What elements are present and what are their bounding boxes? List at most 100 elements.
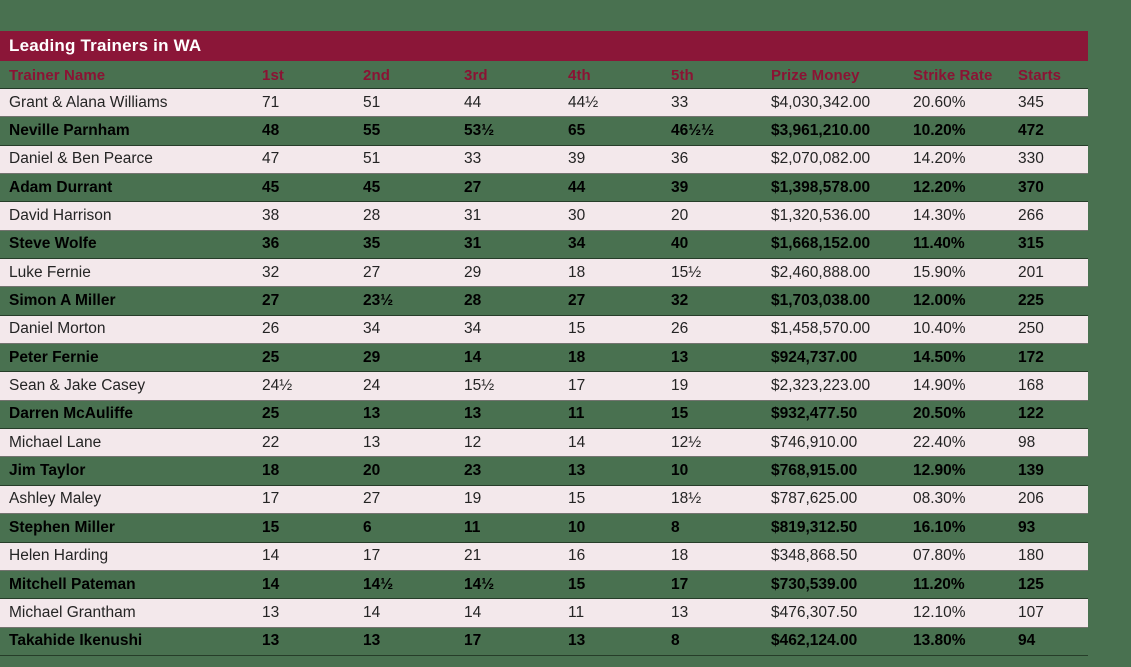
stat-cell: 15 [262,518,280,536]
stat-cell: 45 [363,178,381,196]
stat-cell: 14.30% [913,207,966,225]
stat-cell: 14 [262,547,280,565]
stat-cell: 17 [464,632,482,650]
stat-cell: 32 [262,263,280,281]
stat-cell: 94 [1018,632,1036,650]
stat-cell: 18½ [671,490,702,508]
stat-cell: $932,477.50 [771,405,858,423]
stat-cell: $730,539.00 [771,575,858,593]
table-row: Michael Lane 22 13 12 14 12½ $746,910.00 22.40%… [0,429,1088,458]
stat-cell: 12½ [671,433,702,451]
column-header-2nd: 2nd [363,66,390,84]
stat-cell: 40 [671,235,689,253]
stat-cell: 24½ [262,377,293,395]
column-header-trainer-name: Trainer Name [9,66,106,84]
stat-cell: $2,323,223.00 [771,377,871,395]
trainer-name-cell: Adam Durrant [9,178,113,196]
stat-cell: 225 [1018,292,1044,310]
stat-cell: 472 [1018,122,1044,140]
stat-cell: 13 [568,462,586,480]
stat-cell: 18 [262,462,280,480]
stat-cell: 12 [464,433,482,451]
stat-cell: 8 [671,632,680,650]
stat-cell: 15½ [464,377,495,395]
table-row: Peter Fernie 25 29 14 18 13 $924,737.00 14.50% 1… [0,344,1088,373]
table-row: Michael Grantham 13 14 14 11 13 $476,307.50 12.… [0,599,1088,628]
stat-cell: 53½ [464,122,495,140]
stat-cell: 11 [568,405,585,423]
table-row: Darren McAuliffe 25 13 13 11 15 $932,477.50 20.… [0,401,1088,430]
stat-cell: 39 [568,150,586,168]
trainer-name-cell: Daniel Morton [9,320,106,338]
stat-cell: 20 [363,462,381,480]
stat-cell: 12.00% [913,292,966,310]
stat-cell: $4,030,342.00 [771,93,871,111]
trainer-name-cell: Neville Parnham [9,122,130,140]
stat-cell: 14 [262,575,280,593]
trainer-name-cell: Daniel & Ben Pearce [9,150,153,168]
stat-cell: 19 [464,490,482,508]
table-row: Jim Taylor 18 20 23 13 10 $768,915.00 12.90% 139 [0,457,1088,486]
leading-trainers-table: Trainer Name 1st 2nd 3rd 4th 5th Prize M… [0,62,1088,656]
stat-cell: 31 [464,235,482,253]
table-row: Steve Wolfe 36 35 31 34 40 $1,668,152.00 11.40%… [0,231,1088,260]
trainer-name-cell: Grant & Alana Williams [9,93,168,111]
stat-cell: 13 [464,405,482,423]
stat-cell: 11.20% [913,575,965,593]
stat-cell: 27 [363,263,381,281]
table-row: Takahide Ikenushi 13 13 17 13 8 $462,124.00 13.… [0,628,1088,656]
stat-cell: 46½½ [671,122,715,140]
stat-cell: 31 [464,207,482,225]
table-row: Daniel Morton 26 34 34 15 26 $1,458,570.00 10.4… [0,315,1088,345]
stat-cell: 16 [568,547,586,565]
column-header-strike-rate: Strike Rate [913,66,993,84]
stat-cell: 8 [671,518,680,536]
stat-cell: 71 [262,93,280,111]
stat-cell: 12.20% [913,178,966,196]
stat-cell: 13 [671,603,689,621]
column-header-4th: 4th [568,66,591,84]
stat-cell: 14 [464,603,482,621]
stat-cell: 39 [671,178,689,196]
stat-cell: 15 [568,320,586,338]
stat-cell: 28 [464,292,482,310]
stat-cell: $3,961,210.00 [771,122,871,140]
stat-cell: 13.80% [913,632,966,650]
trainer-name-cell: Helen Harding [9,547,109,565]
stat-cell: 51 [363,93,381,111]
stat-cell: 250 [1018,320,1044,338]
stat-cell: 26 [262,320,280,338]
stat-cell: 122 [1018,405,1044,423]
table-header-row: Trainer Name 1st 2nd 3rd 4th 5th Prize M… [0,62,1088,89]
stat-cell: 17 [671,575,689,593]
stat-cell: 139 [1018,462,1044,480]
stat-cell: 10.40% [913,320,966,338]
trainer-name-cell: Michael Lane [9,433,102,451]
stat-cell: 28 [363,207,381,225]
stat-cell: 20.50% [913,405,966,423]
stat-cell: 10 [568,518,586,536]
table-body: Grant & Alana Williams 71 51 44 44½ 33 $4,030,… [0,89,1088,656]
table-row: Daniel & Ben Pearce 47 51 33 39 36 $2,070,082.… [0,145,1088,175]
table-row: Mitchell Pateman 14 14½ 14½ 15 17 $730,539.00 1… [0,571,1088,600]
stat-cell: 08.30% [913,490,966,508]
stat-cell: 93 [1018,518,1036,536]
stat-cell: 29 [464,263,482,281]
stat-cell: $2,070,082.00 [771,150,871,168]
table-title-bar: Leading Trainers in WA [0,31,1088,61]
stat-cell: 15 [568,575,586,593]
stat-cell: 20 [671,207,689,225]
column-header-prize-money: Prize Money [771,66,860,84]
stat-cell: 26 [671,320,689,338]
trainer-name-cell: Darren McAuliffe [9,405,134,423]
stat-cell: 19 [671,377,689,395]
trainer-name-cell: Jim Taylor [9,462,86,480]
stat-cell: 14 [568,433,586,451]
stat-cell: 44½ [568,93,599,111]
stat-cell: 13 [363,405,381,423]
stat-cell: 168 [1018,377,1044,395]
stat-cell: 38 [262,207,280,225]
stat-cell: 34 [363,320,381,338]
stat-cell: 10.20% [913,122,966,140]
stat-cell: 11 [568,603,585,621]
